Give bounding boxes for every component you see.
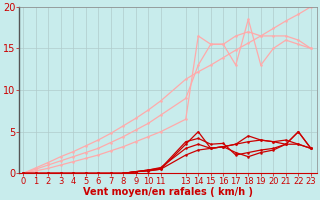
X-axis label: Vent moyen/en rafales ( km/h ): Vent moyen/en rafales ( km/h ) <box>83 187 253 197</box>
